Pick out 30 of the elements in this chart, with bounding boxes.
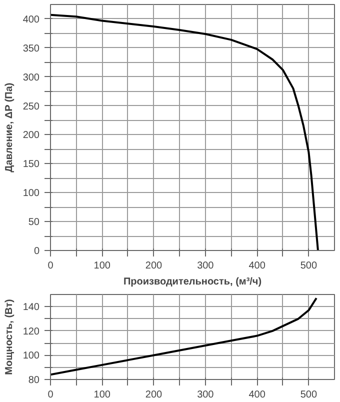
y-tick-label: 200 — [22, 130, 40, 142]
x-tick-label: 0 — [48, 260, 54, 272]
y-tick-label: 100 — [22, 350, 40, 362]
y-tick-label: 80 — [28, 375, 40, 386]
x-tick-label: 300 — [197, 390, 214, 400]
y-tick-label: 50 — [28, 217, 40, 228]
x-tick-label: 100 — [94, 260, 111, 272]
x-tick-label: 400 — [248, 390, 266, 400]
y-tick-label: 140 — [22, 302, 40, 314]
line-series — [50, 14, 319, 250]
x-tick-label: 200 — [145, 260, 163, 272]
y-tick-label: 0 — [34, 246, 40, 257]
y-axis-title: Давление, ΔP (Па) — [4, 82, 15, 172]
y-tick-label: 120 — [22, 326, 40, 338]
x-tick-label: 400 — [248, 260, 266, 272]
y-axis-title: Мощность, (Вт) — [4, 299, 15, 375]
x-tick-label: 300 — [197, 260, 214, 272]
y-tick-label: 100 — [22, 188, 40, 200]
x-tick-label: 200 — [145, 390, 163, 400]
x-tick-label: 500 — [300, 390, 318, 400]
y-tick-label: 250 — [22, 101, 40, 112]
x-tick-label: 500 — [300, 260, 318, 272]
x-tick-label: 100 — [94, 390, 111, 400]
y-tick-label: 300 — [22, 72, 40, 84]
x-tick-label: 0 — [48, 390, 54, 400]
x-axis-title: Производительность, (м³/ч) — [123, 276, 262, 288]
y-tick-label: 150 — [22, 159, 40, 170]
y-tick-label: 350 — [22, 43, 40, 54]
line-series — [50, 297, 318, 376]
y-tick-label: 400 — [22, 14, 40, 26]
